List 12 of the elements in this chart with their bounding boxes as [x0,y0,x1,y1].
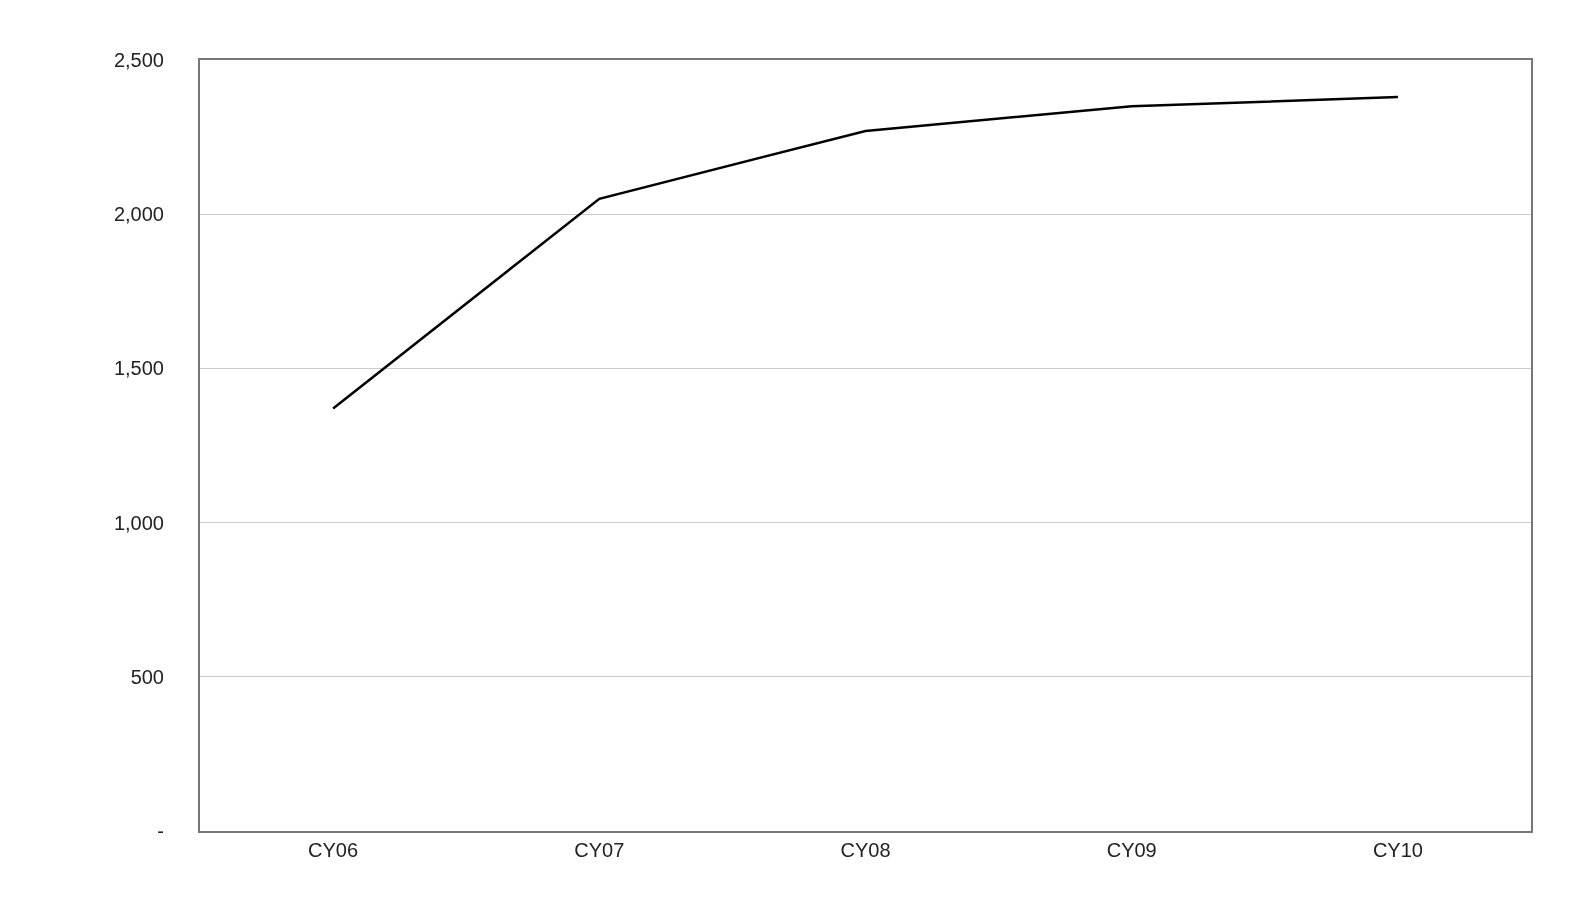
x-tick-label: CY07 [574,839,625,861]
y-tick-label: 1,000 [113,511,164,534]
line-series [331,95,1400,410]
y-tick-label: 500 [130,665,164,688]
x-tick-label: CY06 [308,839,359,861]
y-tick-label: 1,500 [113,357,164,380]
y-tick-label: 2,500 [113,49,164,71]
y-tick-label: 2,000 [113,203,164,226]
x-tick-label: CY10 [1372,839,1423,861]
x-tick-label: CY08 [840,839,891,861]
y-tick-label: - [157,820,164,842]
x-tick-label: CY09 [1106,839,1157,861]
